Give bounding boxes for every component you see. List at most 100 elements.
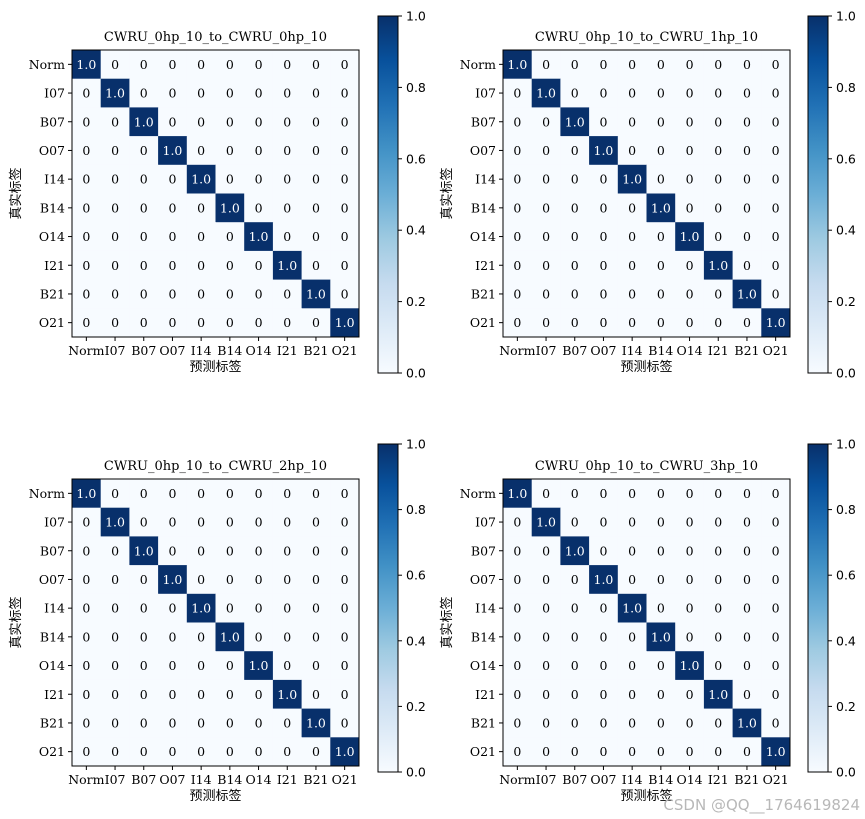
cell-value-r7-c2: 0 [140, 687, 148, 702]
heatmap-cell-r3-c2 [129, 565, 159, 595]
heatmap-cell-r7-c3 [158, 679, 188, 709]
heatmap-cell-r3-c2 [560, 565, 590, 595]
cell-value-r9-c6: 0 [686, 315, 694, 330]
heatmap-cell-r9-c6 [675, 308, 705, 338]
heatmap-cell-r4-c8 [732, 593, 762, 623]
y-tick-label-I07: I07 [44, 515, 65, 530]
cell-value-r2-c5: 0 [657, 114, 665, 129]
heatmap-cell-r2-c4 [186, 536, 216, 566]
heatmap-cell-r5-c3 [158, 193, 188, 223]
cell-value-r6-c7: 0 [714, 229, 722, 244]
x-tick-label-O21: O21 [763, 343, 789, 358]
heatmap-cell-r1-c5 [215, 78, 245, 108]
cell-value-r3-c2: 0 [140, 572, 148, 587]
heatmap-cell-r6-c1 [100, 222, 130, 252]
colorbar [377, 443, 399, 773]
heatmap-cell-r5-c2 [560, 622, 590, 652]
cell-value-r8-c4: 0 [628, 715, 636, 730]
colorbar-tick-label-0.0: 0.0 [406, 366, 426, 381]
cell-value-r8-c8: 1.0 [737, 715, 757, 730]
heatmap-cell-r5-c9 [330, 622, 360, 652]
heatmap-cell-r2-c5 [646, 536, 676, 566]
cell-value-r7-c9: 0 [341, 258, 349, 273]
heatmap-cell-r7-c7 [703, 679, 733, 709]
x-tick-label-O14: O14 [676, 343, 702, 358]
heatmap-cell-r7-c3 [589, 250, 619, 280]
cell-value-r4-c9: 0 [341, 172, 349, 187]
cell-value-r1-c4: 0 [197, 86, 205, 101]
cell-value-r7-c2: 0 [140, 258, 148, 273]
cell-value-r2-c2: 1.0 [134, 114, 154, 129]
colorbar-tick-label-0.6: 0.6 [836, 568, 856, 583]
x-tick-label-I07: I07 [536, 343, 557, 358]
heatmap-cell-r0-c8 [301, 479, 331, 509]
cell-value-r4-c3: 0 [168, 601, 176, 616]
heatmap-cell-r4-c9 [330, 164, 360, 194]
y-tick-label-B14: B14 [471, 200, 496, 215]
cell-value-r6-c5: 0 [226, 658, 234, 673]
cell-value-r8-c9: 0 [772, 286, 780, 301]
cell-value-r2-c0: 0 [513, 114, 521, 129]
cell-value-r4-c9: 0 [772, 601, 780, 616]
heatmap-cell-r9-c0 [72, 737, 102, 767]
cell-value-r8-c5: 0 [226, 286, 234, 301]
plot-frame [71, 49, 360, 338]
cell-value-r0-c1: 0 [542, 57, 550, 72]
cell-value-r6-c3: 0 [599, 658, 607, 673]
cell-value-r9-c5: 0 [657, 315, 665, 330]
cell-value-r9-c7: 0 [283, 315, 291, 330]
cell-value-r5-c7: 0 [714, 200, 722, 215]
heatmap-cell-r7-c2 [129, 250, 159, 280]
cell-value-r5-c9: 0 [341, 200, 349, 215]
cell-value-r3-c5: 0 [226, 143, 234, 158]
cell-value-r5-c6: 0 [255, 629, 263, 644]
heatmap-cell-r3-c2 [129, 136, 159, 166]
heatmap-cell-r4-c3 [589, 164, 619, 194]
cell-value-r1-c7: 0 [283, 515, 291, 530]
cell-value-r7-c1: 0 [542, 687, 550, 702]
heatmap-cell-r0-c4 [617, 50, 647, 80]
cell-value-r8-c9: 0 [341, 286, 349, 301]
cell-value-r4-c3: 0 [168, 172, 176, 187]
cell-value-r1-c9: 0 [772, 86, 780, 101]
heatmap-cell-r0-c9 [330, 50, 360, 80]
heatmap-cell-r3-c4 [186, 136, 216, 166]
heatmap-cell-r0-c3 [158, 50, 188, 80]
y-tick-label-O21: O21 [470, 315, 496, 330]
cell-value-r8-c7: 0 [283, 286, 291, 301]
cell-value-r5-c6: 0 [686, 200, 694, 215]
cell-value-r1-c6: 0 [686, 515, 694, 530]
x-tick-label-I07: I07 [536, 772, 557, 787]
heatmap-cell-r2-c9 [761, 107, 791, 137]
heatmap-cell-r9-c2 [129, 737, 159, 767]
heatmap-cell-r8-c3 [158, 708, 188, 738]
heatmap-cell-r5-c1 [531, 193, 561, 223]
cell-value-r9-c0: 0 [82, 315, 90, 330]
colorbar-tick-label-0.8: 0.8 [406, 502, 426, 517]
heatmap-cell-r7-c2 [560, 250, 590, 280]
heatmap-cell-r4-c0 [72, 593, 102, 623]
heatmap-cell-r3-c7 [272, 565, 302, 595]
colorbar-tick-label-0.2: 0.2 [406, 294, 426, 309]
cell-value-r3-c0: 0 [513, 572, 521, 587]
heatmap-cell-r7-c5 [646, 250, 676, 280]
heatmap-cell-r0-c5 [215, 50, 245, 80]
cell-value-r1-c0: 0 [82, 515, 90, 530]
heatmap-cell-r3-c9 [330, 136, 360, 166]
heatmap-cell-r8-c2 [129, 708, 159, 738]
cell-value-r3-c9: 0 [772, 143, 780, 158]
heatmap-cell-r4-c0 [503, 593, 533, 623]
cell-value-r3-c7: 0 [283, 572, 291, 587]
heatmap-cell-r1-c3 [589, 78, 619, 108]
cell-value-r4-c1: 0 [111, 601, 119, 616]
cell-value-r0-c9: 0 [341, 57, 349, 72]
x-tick-label-B21: B21 [734, 772, 759, 787]
cell-value-r1-c0: 0 [513, 86, 521, 101]
heatmap-cell-r6-c0 [72, 222, 102, 252]
heatmap-cell-r8-c2 [560, 708, 590, 738]
x-tick-label-I21: I21 [277, 772, 298, 787]
cell-value-r2-c1: 0 [111, 114, 119, 129]
cell-value-r5-c4: 0 [197, 629, 205, 644]
cell-value-r4-c0: 0 [513, 601, 521, 616]
heatmap-cell-r2-c5 [215, 107, 245, 137]
